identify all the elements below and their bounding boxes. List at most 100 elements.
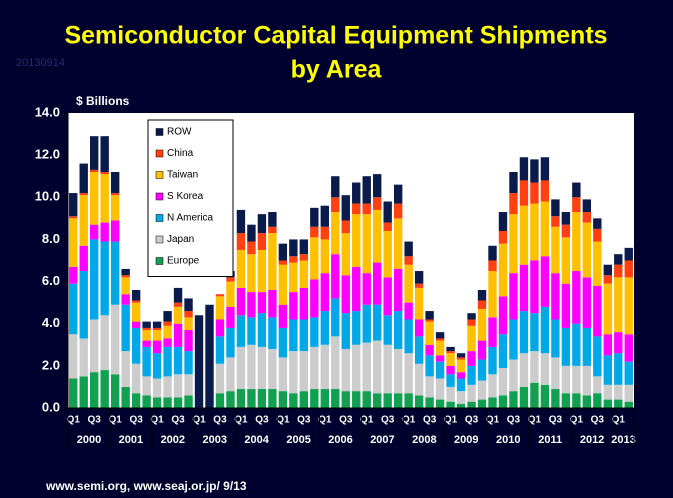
x-tick-label: Q1 bbox=[444, 415, 458, 426]
bar-segment bbox=[121, 351, 130, 387]
bar-segment bbox=[90, 169, 99, 172]
bar-segment bbox=[226, 327, 235, 358]
y-tick-label: 8.0 bbox=[42, 231, 60, 246]
bar-segment bbox=[414, 336, 424, 364]
bar-segment bbox=[593, 285, 602, 337]
bar-segment bbox=[341, 349, 350, 392]
bar-segment bbox=[540, 306, 550, 354]
bar-segment bbox=[121, 268, 130, 276]
bar-segment bbox=[624, 247, 633, 261]
date-stamp: 20130914 bbox=[16, 57, 65, 69]
bar-segment bbox=[614, 353, 623, 385]
bar-segment bbox=[551, 319, 560, 358]
bar-segment bbox=[404, 302, 413, 320]
bar-segment bbox=[582, 395, 592, 408]
bar-segment bbox=[467, 325, 476, 352]
x-tick-label: Q3 bbox=[339, 415, 353, 426]
bar-segment bbox=[247, 292, 256, 318]
bar-segment bbox=[614, 254, 623, 265]
bar-segment bbox=[530, 203, 539, 261]
bar-segment bbox=[247, 241, 256, 255]
bar-segment bbox=[614, 332, 623, 354]
bar-segment bbox=[110, 195, 120, 221]
bar-segment bbox=[100, 315, 109, 371]
year-label: 2002 bbox=[161, 434, 185, 446]
bar-segment bbox=[320, 389, 329, 408]
bar-segment bbox=[142, 376, 151, 396]
source: www.semi.org, www.seaj.or.jp/ 9/13 bbox=[45, 479, 247, 493]
bar-segment bbox=[299, 391, 309, 408]
x-tick-label: Q3 bbox=[88, 415, 102, 426]
bar-segment bbox=[498, 367, 508, 396]
bar-segment bbox=[163, 321, 172, 326]
bar-segment bbox=[540, 157, 550, 181]
bar-segment bbox=[614, 384, 623, 400]
bar-segment bbox=[152, 321, 162, 328]
bar-segment bbox=[498, 243, 508, 297]
bar-segment bbox=[540, 353, 550, 385]
bar-segment bbox=[498, 231, 508, 244]
x-tick-label: Q3 bbox=[381, 415, 395, 426]
year-label: 2006 bbox=[328, 434, 352, 446]
bar-segment bbox=[226, 277, 235, 282]
bar-segment bbox=[90, 136, 99, 170]
bar-segment bbox=[331, 197, 340, 213]
bar-segment bbox=[152, 378, 162, 398]
bar-segment bbox=[425, 319, 434, 322]
bar-segment bbox=[414, 319, 424, 337]
bar-segment bbox=[215, 296, 225, 320]
x-tick-label: Q3 bbox=[591, 415, 605, 426]
bar-segment bbox=[121, 275, 130, 278]
bar-segment bbox=[414, 271, 424, 284]
legend-label: Europe bbox=[167, 256, 200, 267]
x-tick-label: Q1 bbox=[318, 415, 332, 426]
bar-segment bbox=[624, 361, 633, 385]
bar-segment bbox=[582, 212, 592, 223]
bar-segment bbox=[551, 226, 560, 274]
bar-segment bbox=[142, 321, 151, 328]
bar-segment bbox=[257, 249, 267, 293]
bar-segment bbox=[320, 226, 329, 240]
bar-segment bbox=[530, 351, 539, 383]
bar-segment bbox=[509, 391, 518, 408]
year-label: 2011 bbox=[538, 434, 562, 446]
y-tick-label: 10.0 bbox=[35, 189, 60, 204]
bar-segment bbox=[456, 353, 466, 358]
bar-segment bbox=[435, 378, 445, 400]
bar-segment bbox=[320, 311, 329, 345]
bar-segment bbox=[603, 399, 612, 408]
bar-segment bbox=[572, 182, 581, 198]
bar-segment bbox=[414, 395, 424, 408]
bar-segment bbox=[414, 283, 424, 288]
bar-segment bbox=[393, 349, 403, 394]
bar-segment bbox=[257, 292, 267, 314]
bar-segment bbox=[299, 319, 309, 352]
bar-segment bbox=[551, 389, 560, 408]
year-label: 2008 bbox=[412, 434, 436, 446]
bar-segment bbox=[121, 304, 130, 352]
bar-segment bbox=[393, 218, 403, 269]
bar-segment bbox=[257, 346, 267, 390]
bar-segment bbox=[383, 222, 392, 231]
y-tick-label: 6.0 bbox=[42, 273, 60, 288]
bar-segment bbox=[477, 290, 487, 301]
bar-segment bbox=[131, 363, 141, 394]
bar-segment bbox=[498, 212, 508, 231]
x-tick-label: Q1 bbox=[234, 415, 248, 426]
bar-segment bbox=[278, 391, 288, 408]
bar-segment bbox=[362, 304, 371, 343]
bar-segment bbox=[425, 311, 434, 320]
bar-segment bbox=[477, 308, 487, 341]
bar-segment bbox=[320, 239, 329, 274]
bar-segment bbox=[435, 355, 445, 362]
x-tick-label: Q3 bbox=[507, 415, 521, 426]
bar-segment bbox=[341, 391, 350, 408]
bar-segment bbox=[352, 214, 361, 267]
bar-segment bbox=[163, 325, 172, 339]
bar-segment bbox=[572, 393, 581, 408]
bar-segment bbox=[373, 304, 382, 341]
bar-segment bbox=[184, 395, 193, 408]
bar-segment bbox=[603, 275, 612, 284]
legend-swatch bbox=[155, 192, 164, 201]
chart-title: Semiconductor Capital Equipment Shipment… bbox=[64, 22, 607, 50]
